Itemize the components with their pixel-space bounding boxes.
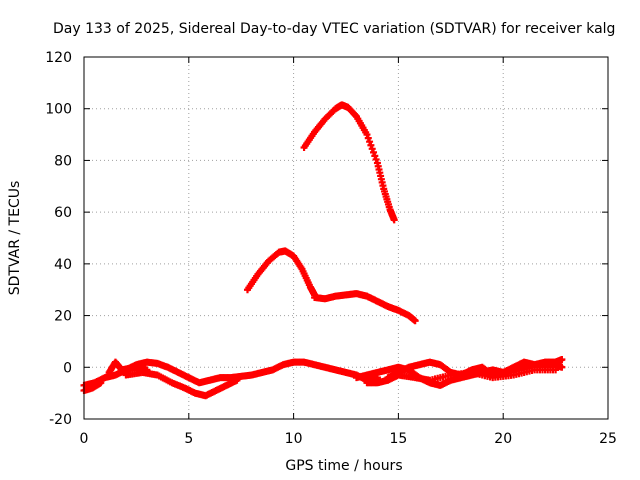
series-arc-high: [300, 101, 398, 224]
data-markers: [80, 101, 566, 400]
data-point: [97, 379, 105, 387]
x-tick-label: 5: [184, 431, 193, 447]
x-tick-label: 25: [599, 431, 617, 447]
series-baseline-c: [105, 358, 151, 376]
series-baseline-g: [80, 379, 105, 395]
data-point: [233, 376, 241, 384]
data-point: [364, 134, 372, 142]
data-point: [411, 317, 419, 325]
data-point: [143, 366, 151, 374]
plot-frame: [83, 56, 609, 420]
data-point: [371, 152, 379, 160]
y-tick-label: 60: [54, 205, 72, 221]
data-point: [390, 216, 398, 224]
y-axis-label: SDTVAR / TECUs: [7, 181, 23, 296]
data-point: [366, 138, 374, 146]
y-tick-label: 120: [45, 50, 72, 66]
x-tick-label: 20: [494, 431, 512, 447]
data-point: [367, 141, 375, 149]
grid: [84, 57, 608, 419]
data-point: [558, 363, 566, 371]
series-baseline-f: [363, 366, 560, 387]
x-tick-label: 0: [80, 431, 89, 447]
axes: 0 5 10 15 20 25 -20 0 20 40 60 80 100 120: [45, 50, 617, 447]
y-tick-label: 20: [54, 309, 72, 325]
series-baseline-a: [80, 358, 381, 389]
chart-title: Day 133 of 2025, Sidereal Day-to-day VTE…: [53, 21, 615, 37]
y-tick-label: 100: [45, 102, 72, 118]
series-arc-low-tail: [311, 290, 419, 325]
x-tick-label: 10: [285, 431, 303, 447]
data-point: [370, 148, 378, 156]
data-point: [372, 155, 380, 163]
data-point: [558, 356, 566, 364]
x-axis-label: GPS time / hours: [285, 458, 402, 474]
y-tick-label: -20: [49, 412, 72, 428]
y-tick-label: 0: [63, 360, 72, 376]
y-tick-label: 80: [54, 153, 72, 169]
x-tick-label: 15: [389, 431, 407, 447]
data-point: [552, 366, 560, 374]
data-point: [368, 145, 376, 153]
series-arc-mid: [243, 247, 319, 299]
series-baseline-b: [122, 368, 241, 400]
y-tick-label: 40: [54, 257, 72, 273]
data-point: [363, 131, 371, 139]
